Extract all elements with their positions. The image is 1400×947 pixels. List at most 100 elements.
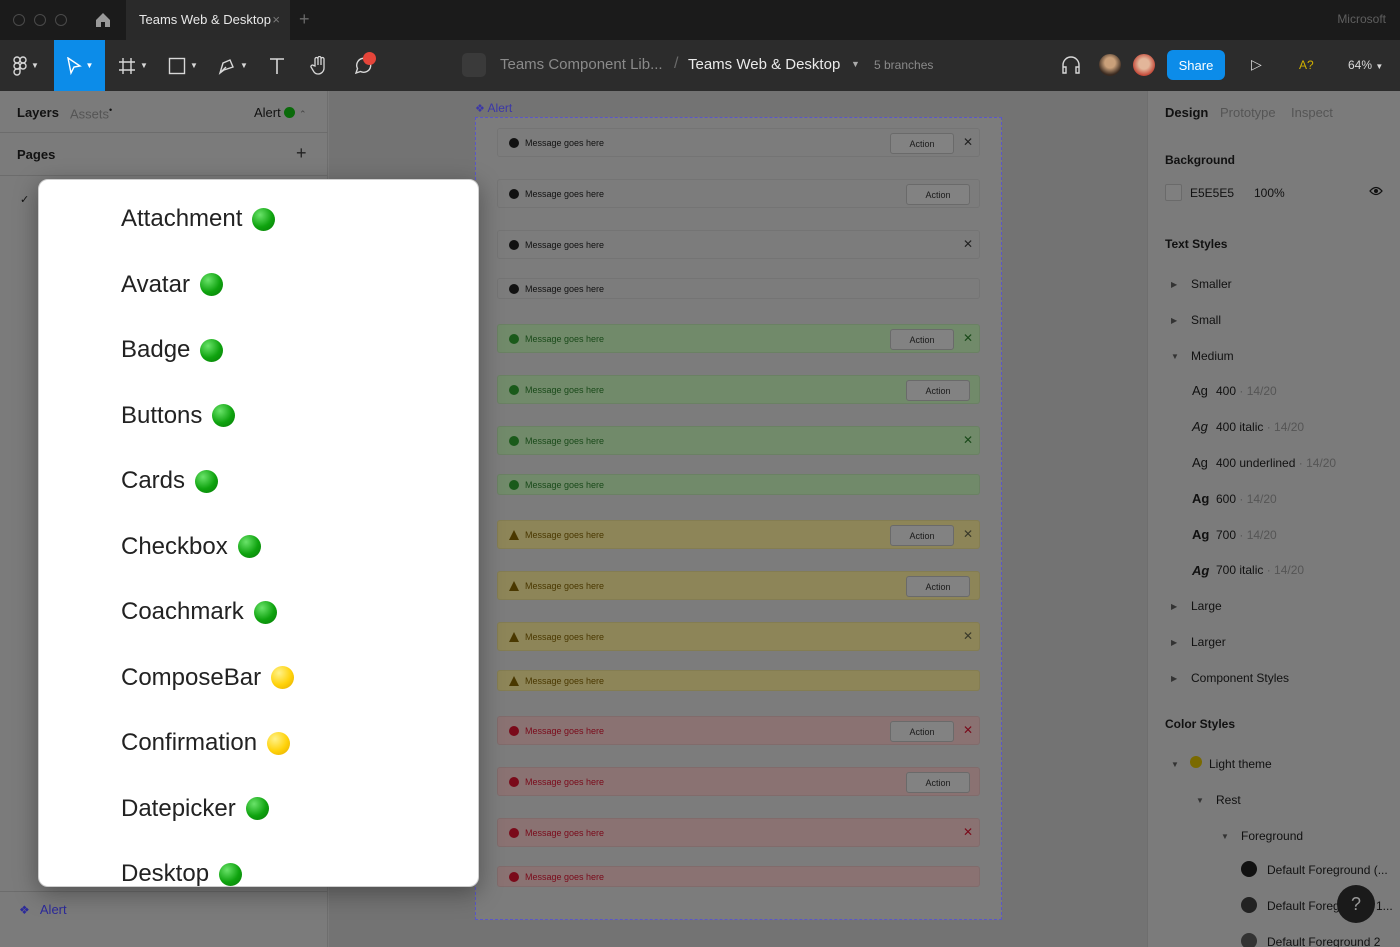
alert-warning[interactable]: Message goes here Action ✕ bbox=[497, 520, 980, 549]
home-icon[interactable] bbox=[94, 11, 112, 29]
alert-action-button[interactable]: Action bbox=[890, 133, 954, 154]
component-list-item[interactable]: Avatar bbox=[121, 271, 223, 299]
alert-action-button[interactable]: Action bbox=[906, 380, 970, 401]
close-icon[interactable]: ✕ bbox=[962, 825, 973, 839]
tab-inspect[interactable]: Inspect bbox=[1291, 105, 1333, 120]
share-button[interactable]: Share bbox=[1167, 50, 1225, 80]
background-opacity[interactable]: 100% bbox=[1254, 186, 1285, 200]
tab-layers[interactable]: Layers bbox=[17, 105, 59, 120]
close-icon[interactable]: ✕ bbox=[962, 331, 973, 345]
chevron-down-icon[interactable]: ▼ bbox=[1171, 352, 1179, 361]
alert-action-button[interactable]: Action bbox=[890, 329, 954, 350]
component-list-item[interactable]: Confirmation bbox=[121, 729, 291, 757]
background-swatch[interactable] bbox=[1165, 184, 1182, 201]
hand-tool-button[interactable] bbox=[303, 40, 335, 91]
breadcrumb-project[interactable]: Teams Component Lib... bbox=[500, 56, 663, 73]
text-style-larger[interactable]: Larger bbox=[1191, 635, 1226, 649]
present-play-icon[interactable]: ▷ bbox=[1251, 56, 1262, 72]
close-icon[interactable]: ✕ bbox=[962, 723, 973, 737]
close-tab-icon[interactable]: × bbox=[272, 12, 280, 27]
avatar[interactable] bbox=[1131, 52, 1157, 78]
alert-danger[interactable]: Message goes here Action bbox=[497, 767, 980, 796]
close-icon[interactable]: ✕ bbox=[962, 527, 973, 541]
color-group-light-theme[interactable]: Light theme bbox=[1209, 757, 1272, 771]
alert-warning[interactable]: Message goes here bbox=[497, 670, 980, 691]
alert-warning[interactable]: Message goes here Action bbox=[497, 571, 980, 600]
alert-neutral[interactable]: Message goes here ✕ bbox=[497, 230, 980, 259]
new-tab-icon[interactable]: + bbox=[299, 9, 310, 29]
accessibility-check-button[interactable]: A? bbox=[1299, 58, 1314, 72]
eye-icon[interactable] bbox=[1369, 186, 1383, 196]
alert-success[interactable]: Message goes here Action bbox=[497, 375, 980, 404]
text-style-component-styles[interactable]: Component Styles bbox=[1191, 671, 1290, 685]
alert-success[interactable]: Message goes here ✕ bbox=[497, 426, 980, 455]
chevron-down-icon[interactable]: ▼ bbox=[851, 59, 860, 69]
color-group-foreground[interactable]: Foreground bbox=[1241, 829, 1304, 843]
alert-danger[interactable]: Message goes here ✕ bbox=[497, 818, 980, 847]
close-icon[interactable]: ✕ bbox=[962, 237, 973, 251]
alert-neutral[interactable]: Message goes here Action bbox=[497, 179, 980, 208]
maximize-window-button[interactable] bbox=[55, 14, 67, 26]
pen-tool-button[interactable]: ▼ bbox=[210, 40, 256, 91]
color-group-rest[interactable]: Rest bbox=[1216, 793, 1241, 807]
alert-action-button[interactable]: Action bbox=[890, 525, 954, 546]
shape-tool-button[interactable]: ▼ bbox=[160, 40, 206, 91]
text-style-large[interactable]: Large bbox=[1191, 599, 1222, 613]
component-list-item[interactable]: Attachment bbox=[121, 205, 276, 233]
alert-danger[interactable]: Message goes here bbox=[497, 866, 980, 887]
avatar[interactable] bbox=[1097, 52, 1123, 78]
tab-assets[interactable]: Assets• bbox=[70, 105, 112, 121]
breadcrumb-file[interactable]: Teams Web & Desktop bbox=[688, 56, 841, 73]
component-list-item[interactable]: Checkbox bbox=[121, 533, 261, 561]
text-tool-button[interactable] bbox=[262, 40, 292, 91]
alert-danger[interactable]: Message goes here Action ✕ bbox=[497, 716, 980, 745]
alert-action-button[interactable]: Action bbox=[906, 576, 970, 597]
component-list-item[interactable]: Cards bbox=[121, 467, 219, 495]
color-style-item[interactable]: Default Foreground 2 bbox=[1267, 935, 1381, 947]
chevron-down-icon[interactable]: ▼ bbox=[1196, 796, 1204, 805]
alert-success[interactable]: Message goes here Action ✕ bbox=[497, 324, 980, 353]
headphones-icon[interactable] bbox=[1060, 54, 1082, 76]
frame-label[interactable]: ❖ Alert bbox=[475, 101, 512, 115]
branches-count[interactable]: 5 branches bbox=[874, 58, 934, 72]
chevron-right-icon[interactable]: ▶ bbox=[1171, 602, 1178, 611]
chevron-right-icon[interactable]: ▶ bbox=[1171, 316, 1178, 325]
zoom-level[interactable]: 64% ▼ bbox=[1348, 58, 1383, 72]
minimize-window-button[interactable] bbox=[34, 14, 46, 26]
component-list-item[interactable]: Coachmark bbox=[121, 598, 277, 626]
chevron-right-icon[interactable]: ▶ bbox=[1171, 674, 1178, 683]
alert-neutral[interactable]: Message goes here Action ✕ bbox=[497, 128, 980, 157]
frame-tool-button[interactable]: ▼ bbox=[110, 40, 156, 91]
chevron-down-icon[interactable]: ▼ bbox=[1221, 832, 1229, 841]
alert-warning[interactable]: Message goes here ✕ bbox=[497, 622, 980, 651]
tab-prototype[interactable]: Prototype bbox=[1220, 105, 1276, 120]
close-icon[interactable]: ✕ bbox=[962, 433, 973, 447]
chevron-right-icon[interactable]: ▶ bbox=[1171, 638, 1178, 647]
help-button[interactable]: ? bbox=[1337, 885, 1375, 923]
alert-component-frame[interactable]: Message goes here Action ✕ Message goes her… bbox=[475, 117, 1002, 920]
alert-action-button[interactable]: Action bbox=[890, 721, 954, 742]
page-switcher[interactable]: Alert ⌃ bbox=[254, 105, 307, 120]
text-style-medium[interactable]: Medium bbox=[1191, 349, 1234, 363]
component-list-item[interactable]: Buttons bbox=[121, 402, 236, 430]
component-list-item[interactable]: ComposeBar bbox=[121, 664, 295, 692]
file-grid-icon[interactable] bbox=[462, 53, 486, 77]
color-style-item[interactable]: Default Foreground (... bbox=[1267, 863, 1388, 877]
close-window-button[interactable] bbox=[13, 14, 25, 26]
add-page-icon[interactable]: + bbox=[296, 143, 307, 163]
comment-tool-button[interactable] bbox=[347, 40, 379, 91]
close-icon[interactable]: ✕ bbox=[962, 629, 973, 643]
background-hex[interactable]: E5E5E5 bbox=[1190, 186, 1235, 200]
alert-success[interactable]: Message goes here bbox=[497, 474, 980, 495]
move-tool-button[interactable]: ▼ bbox=[54, 40, 105, 91]
alert-neutral[interactable]: Message goes here bbox=[497, 278, 980, 299]
component-list-item[interactable]: Datepicker bbox=[121, 795, 269, 823]
alert-action-button[interactable]: Action bbox=[906, 184, 970, 205]
component-list-item[interactable]: Badge bbox=[121, 336, 224, 364]
layer-item-alert[interactable]: ❖ Alert bbox=[19, 902, 67, 917]
main-menu-button[interactable]: ▼ bbox=[0, 40, 52, 91]
chevron-down-icon[interactable]: ▼ bbox=[1171, 760, 1179, 769]
file-tab[interactable]: Teams Web & Desktop × bbox=[126, 0, 290, 40]
close-icon[interactable]: ✕ bbox=[962, 135, 973, 149]
text-style-smaller[interactable]: Smaller bbox=[1191, 277, 1232, 291]
